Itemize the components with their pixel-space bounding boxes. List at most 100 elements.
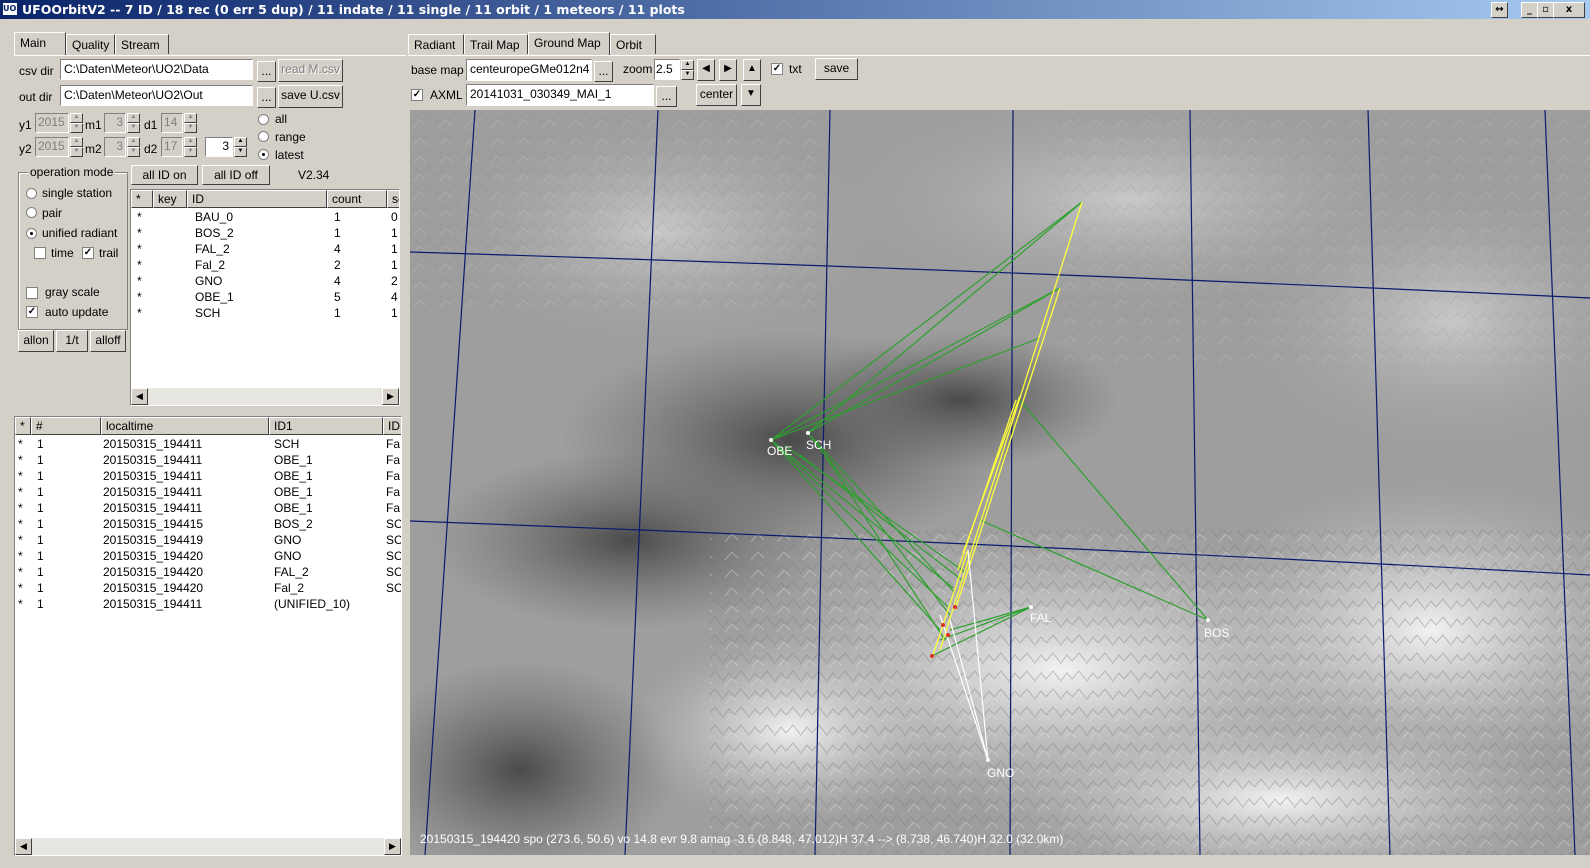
record-header-id[interactable]: ID bbox=[383, 417, 401, 435]
table-row[interactable]: * Fal_2 2 1 bbox=[131, 259, 399, 272]
table-row[interactable]: * BAU_0 1 0 bbox=[131, 211, 399, 224]
id-table-header-star[interactable]: * bbox=[131, 190, 153, 208]
radio-pair[interactable] bbox=[26, 207, 37, 218]
latest-count-spinner[interactable]: ▲ ▼ bbox=[234, 137, 247, 157]
scroll-left-icon[interactable]: ◀ bbox=[15, 838, 32, 855]
y2-field[interactable]: 2015 bbox=[35, 137, 69, 157]
y2-spinner[interactable]: ▲ ▼ bbox=[70, 137, 83, 157]
close-button[interactable]: x bbox=[1553, 2, 1585, 18]
tab-main[interactable]: Main bbox=[14, 32, 66, 55]
table-row[interactable]: * 1 20150315_194411 OBE_1 Fa bbox=[15, 454, 401, 467]
radio-all[interactable] bbox=[258, 114, 269, 125]
table-row[interactable]: * OBE_1 5 4 bbox=[131, 291, 399, 304]
axml-field[interactable]: 20141031_030349_MAI_1 bbox=[466, 84, 654, 106]
d2-spinner[interactable]: ▲ ▼ bbox=[184, 137, 197, 157]
pan-down-button[interactable]: ▼ bbox=[741, 84, 761, 106]
d1-field[interactable]: 14 bbox=[161, 113, 183, 133]
minimize-button[interactable]: _ bbox=[1521, 2, 1538, 18]
read-mcsv-button[interactable]: read M.csv bbox=[278, 59, 343, 82]
table-row[interactable]: * 1 20150315_194420 Fal_2 SC bbox=[15, 582, 401, 595]
record-header-num[interactable]: # bbox=[31, 417, 101, 435]
m1-spinner[interactable]: ▲ ▼ bbox=[127, 113, 140, 133]
center-button[interactable]: center bbox=[696, 84, 737, 106]
record-header-star[interactable]: * bbox=[15, 417, 31, 435]
radio-range[interactable] bbox=[258, 131, 269, 142]
out-dir-field[interactable]: C:\Daten\Meteor\UO2\Out bbox=[60, 85, 253, 106]
radio-latest[interactable] bbox=[258, 149, 269, 160]
base-map-browse-button[interactable]: ... bbox=[594, 61, 613, 82]
auto-update-checkbox[interactable]: ✓ bbox=[26, 306, 38, 318]
table-row[interactable]: * 1 20150315_194411 SCH Fa bbox=[15, 438, 401, 451]
record-table-hscrollbar[interactable]: ◀ ▶ bbox=[15, 838, 401, 855]
id-table-header-sc[interactable]: sc bbox=[387, 190, 399, 208]
allon-button[interactable]: allon bbox=[18, 330, 54, 352]
csv-dir-browse-button[interactable]: ... bbox=[257, 61, 276, 82]
latest-count-field[interactable]: 3 bbox=[205, 137, 233, 157]
csv-dir-field[interactable]: C:\Daten\Meteor\UO2\Data bbox=[60, 59, 253, 80]
all-id-on-button[interactable]: all ID on bbox=[131, 165, 198, 185]
y1-field[interactable]: 2015 bbox=[35, 113, 69, 133]
maximize-button[interactable]: ▫ bbox=[1537, 2, 1554, 18]
pan-left-button[interactable]: ◀ bbox=[697, 59, 715, 81]
m1-field[interactable]: 3 bbox=[104, 113, 126, 133]
table-row[interactable]: * 1 20150315_194420 FAL_2 SC bbox=[15, 566, 401, 579]
tab-stream[interactable]: Stream bbox=[115, 34, 169, 54]
table-row[interactable]: * BOS_2 1 1 bbox=[131, 227, 399, 240]
id-table[interactable]: * key ID count sc * BAU_0 1 0 * BOS_2 1 1 * FAL… bbox=[130, 189, 400, 406]
pan-up-button[interactable]: ▲ bbox=[743, 59, 761, 81]
d2-field[interactable]: 17 bbox=[161, 137, 183, 157]
gray-scale-checkbox[interactable] bbox=[26, 287, 38, 299]
save-ucsv-button[interactable]: save U.csv bbox=[278, 85, 343, 108]
out-dir-browse-button[interactable]: ... bbox=[257, 87, 276, 108]
restore-size-icon[interactable]: ↔ bbox=[1491, 2, 1508, 18]
axml-checkbox[interactable]: ✓ bbox=[411, 89, 423, 101]
scroll-right-icon[interactable]: ▶ bbox=[382, 388, 399, 405]
d1-spinner[interactable]: ▲ ▼ bbox=[184, 113, 197, 133]
record-header-id1[interactable]: ID1 bbox=[269, 417, 383, 435]
all-id-off-button[interactable]: all ID off bbox=[202, 165, 270, 185]
y1-spinner[interactable]: ▲ ▼ bbox=[70, 113, 83, 133]
id-table-header-key[interactable]: key bbox=[153, 190, 187, 208]
pan-right-button[interactable]: ▶ bbox=[719, 59, 737, 81]
base-map-field[interactable]: centeuropeGMe012n4 bbox=[466, 59, 592, 81]
tab-quality[interactable]: Quality bbox=[66, 34, 115, 54]
table-row[interactable]: * 1 20150315_194420 GNO SC bbox=[15, 550, 401, 563]
table-row[interactable]: * 1 20150315_194411 OBE_1 Fa bbox=[15, 502, 401, 515]
table-row[interactable]: * 1 20150315_194411 (UNIFIED_10) bbox=[15, 598, 401, 611]
id-table-header-id[interactable]: ID bbox=[187, 190, 327, 208]
map-save-button[interactable]: save bbox=[815, 58, 858, 80]
table-row[interactable]: * 1 20150315_194415 BOS_2 SC bbox=[15, 518, 401, 531]
m2-spinner[interactable]: ▲ ▼ bbox=[127, 137, 140, 157]
tab-trail-map[interactable]: Trail Map bbox=[464, 34, 528, 54]
trail-checkbox[interactable]: ✓ bbox=[82, 247, 94, 259]
one-t-button[interactable]: 1/t bbox=[56, 330, 88, 352]
table-row[interactable]: * SCH 1 1 bbox=[131, 307, 399, 320]
table-row[interactable]: * GNO 4 2 bbox=[131, 275, 399, 288]
zoom-spinner[interactable]: ▲ ▼ bbox=[681, 60, 694, 80]
scroll-right-icon[interactable]: ▶ bbox=[384, 838, 401, 855]
id-table-header-count[interactable]: count bbox=[327, 190, 387, 208]
radio-unified-radiant[interactable] bbox=[26, 228, 37, 239]
tab-radiant[interactable]: Radiant bbox=[408, 34, 464, 54]
axml-browse-button[interactable]: ... bbox=[656, 86, 677, 107]
zoom-field[interactable]: 2.5 bbox=[654, 59, 680, 80]
table-row[interactable]: * 1 20150315_194419 GNO SC bbox=[15, 534, 401, 547]
radio-single-station[interactable] bbox=[26, 188, 37, 199]
alloff-button[interactable]: alloff bbox=[90, 330, 126, 352]
row-localtime: 20150315_194420 bbox=[103, 565, 204, 579]
record-table[interactable]: * # localtime ID1 ID * 1 20150315_194411 SC… bbox=[14, 416, 402, 856]
title-bar[interactable]: UO2 UFOOrbitV2 -- 7 ID / 18 rec (0 err 5… bbox=[0, 0, 1590, 19]
tab-ground-map[interactable]: Ground Map bbox=[528, 32, 610, 55]
record-header-localtime[interactable]: localtime bbox=[101, 417, 269, 435]
txt-checkbox[interactable]: ✓ bbox=[771, 63, 783, 75]
table-row[interactable]: * 1 20150315_194411 OBE_1 Fa bbox=[15, 486, 401, 499]
id-table-hscrollbar[interactable]: ◀ ▶ bbox=[131, 388, 399, 405]
m2-field[interactable]: 3 bbox=[104, 137, 126, 157]
tab-orbit[interactable]: Orbit bbox=[610, 34, 656, 54]
table-row[interactable]: * 1 20150315_194411 OBE_1 Fa bbox=[15, 470, 401, 483]
ground-map[interactable]: OBE SCH FAL BOS GNO 20150315_194420 spo … bbox=[410, 110, 1590, 855]
table-row[interactable]: * FAL_2 4 1 bbox=[131, 243, 399, 256]
row-num: 1 bbox=[37, 549, 44, 563]
scroll-left-icon[interactable]: ◀ bbox=[131, 388, 148, 405]
time-checkbox[interactable] bbox=[34, 247, 46, 259]
